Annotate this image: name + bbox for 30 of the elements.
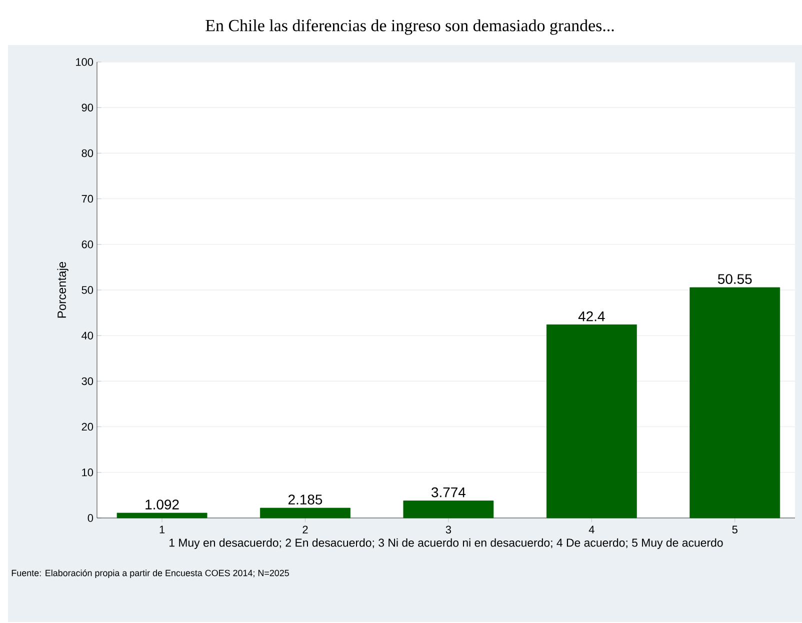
x-tick-label: 4: [588, 526, 594, 534]
bar: [403, 500, 494, 518]
x-tick-label: 1: [160, 526, 165, 534]
y-tick-label: 90: [82, 104, 94, 112]
chart-title: En Chile las diferencias de ingreso son demasiado grandes...: [206, 19, 614, 35]
y-tick-label: 10: [82, 468, 94, 476]
data-label: 42.4: [578, 311, 605, 322]
y-tick-label: 30: [82, 377, 94, 386]
y-tick-label: 0: [88, 514, 94, 522]
x-tick-label: 5: [732, 526, 738, 534]
bar: [260, 508, 350, 518]
bar: [690, 287, 780, 518]
bar: [116, 512, 208, 518]
bar: [546, 324, 637, 518]
x-axis-title: 1 Muy en desacuerdo; 2 En desacuerdo; 3 Ni de acuerdo ni en desacuerdo; 4 De acuerdo; 5 Muy de acuerdo: [170, 538, 723, 550]
y-tick-label: 100: [76, 58, 94, 66]
y-tick-label: 60: [82, 240, 94, 248]
data-label: 3.774: [432, 487, 466, 498]
y-tick-label: 40: [82, 332, 94, 340]
data-label: 50.55: [718, 274, 752, 284]
y-tick-label: 20: [82, 422, 94, 431]
y-axis-title: Porcentaje: [57, 262, 68, 318]
x-tick-label: 3: [446, 526, 452, 534]
data-label: 2.185: [288, 494, 322, 505]
source-note: Fuente: Elaboración propia a partir de Encuesta COES 2014; N=2025: [12, 570, 289, 578]
y-tick-label: 50: [82, 286, 94, 294]
y-tick-label: 70: [82, 194, 94, 203]
y-tick-label: 80: [82, 149, 94, 158]
data-label: 1.092: [146, 500, 179, 510]
x-tick-label: 2: [302, 526, 308, 534]
